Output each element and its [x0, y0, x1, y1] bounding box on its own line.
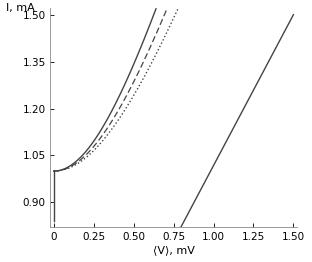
- Y-axis label: I, mA: I, mA: [6, 3, 35, 13]
- X-axis label: ⟨V⟩, mV: ⟨V⟩, mV: [153, 245, 194, 255]
